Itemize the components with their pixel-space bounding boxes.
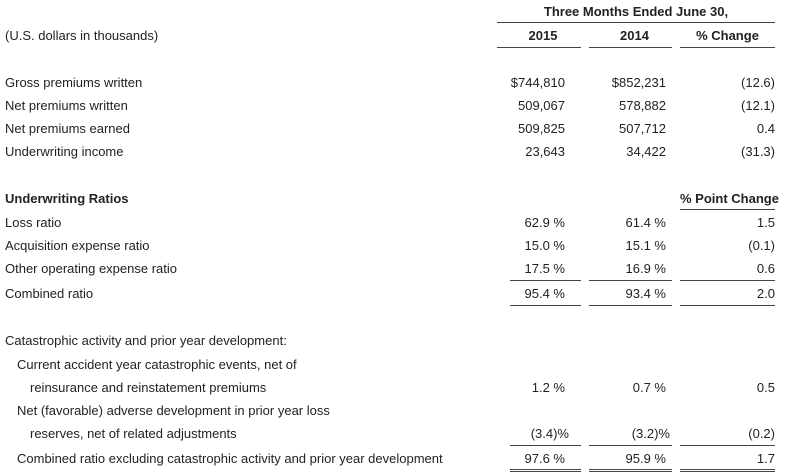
value-2014: 61.4 %	[625, 215, 666, 230]
row-label: Acquisition expense ratio	[5, 238, 150, 253]
header-rule	[497, 22, 775, 23]
value-2015: 15.0 %	[524, 238, 565, 253]
period-title: Three Months Ended June 30,	[543, 4, 729, 19]
row-label: Net premiums written	[5, 98, 128, 113]
value-change: (12.1)	[741, 98, 775, 113]
col-2015-header: 2015	[528, 28, 558, 43]
net-development-label-line1: Net (favorable) adverse development in p…	[17, 403, 330, 418]
point-change-rule	[680, 209, 775, 210]
value-2014: 95.9 %	[625, 451, 666, 466]
row-label: Loss ratio	[5, 215, 62, 230]
excl-rule-2015	[510, 445, 581, 446]
value-2014: 0.7 %	[632, 380, 666, 395]
col-2015-rule	[497, 47, 581, 48]
value-2014: 15.1 %	[625, 238, 666, 253]
value-2015: 62.9 %	[524, 215, 565, 230]
value-2015: 509,067	[518, 98, 565, 113]
value-2014: 93.4 %	[625, 286, 666, 301]
value-2015: 95.4 %	[524, 286, 565, 301]
value-2015: 509,825	[518, 121, 565, 136]
value-2015: 17.5 %	[524, 261, 565, 276]
excl-rule-2014	[589, 445, 672, 446]
current-accident-label-line2: reinsurance and reinstatement premiums	[30, 380, 267, 395]
excl-double-rule-2014	[589, 471, 672, 472]
value-2014: 578,882	[619, 98, 666, 113]
row-label: Net premiums earned	[5, 121, 130, 136]
row-label: Combined ratio	[5, 286, 94, 301]
value-2015: 1.2 %	[531, 380, 565, 395]
col-2014-header: 2014	[620, 28, 649, 43]
subtotal-rule-change	[680, 280, 775, 281]
total-rule-change	[680, 305, 775, 306]
current-accident-label-line1: Current accident year catastrophic event…	[17, 357, 297, 372]
value-2015: 97.6 %	[524, 451, 565, 466]
value-change: (12.6)	[741, 75, 775, 90]
value-change: 2.0	[756, 286, 775, 301]
value-2014: 507,712	[619, 121, 666, 136]
col-2014-rule	[589, 47, 672, 48]
value-change: 0.4	[756, 121, 775, 136]
units-label: (U.S. dollars in thousands)	[5, 28, 159, 43]
row-label: Combined ratio excluding catastrophic ac…	[17, 451, 443, 466]
value-change: 1.5	[756, 215, 775, 230]
value-change: 0.5	[756, 380, 775, 395]
value-2014: $852,231	[611, 75, 666, 90]
value-change: (31.3)	[741, 144, 775, 159]
ratios-heading: Underwriting Ratios	[5, 191, 129, 206]
excl-bottom-rule-2014	[589, 469, 672, 470]
total-rule-2015	[510, 305, 581, 306]
value-change: (0.2)	[748, 426, 775, 441]
excl-rule-change	[680, 445, 775, 446]
value-2015: (3.4)%	[530, 426, 569, 441]
point-change-heading: % Point Change	[680, 191, 779, 206]
catastrophic-heading: Catastrophic activity and prior year dev…	[5, 333, 287, 348]
row-label: Other operating expense ratio	[5, 261, 177, 276]
value-2015: $744,810	[510, 75, 565, 90]
value-2014: 16.9 %	[625, 261, 666, 276]
row-label: Gross premiums written	[5, 75, 143, 90]
value-change: 1.7	[756, 451, 775, 466]
value-change: 0.6	[756, 261, 775, 276]
value-change: (0.1)	[748, 238, 775, 253]
excl-double-rule-change	[680, 471, 775, 472]
subtotal-rule-2015	[510, 280, 581, 281]
value-2014: (3.2)%	[631, 426, 670, 441]
value-2014: 34,422	[626, 144, 666, 159]
value-2015: 23,643	[525, 144, 565, 159]
col-change-header: % Change	[696, 28, 759, 43]
subtotal-rule-2014	[589, 280, 672, 281]
excl-bottom-rule-change	[680, 469, 775, 470]
excl-bottom-rule-2015	[510, 469, 581, 470]
col-change-rule	[680, 47, 775, 48]
excl-double-rule-2015	[510, 471, 581, 472]
total-rule-2014	[589, 305, 672, 306]
net-development-label-line2: reserves, net of related adjustments	[30, 426, 237, 441]
row-label: Underwriting income	[5, 144, 124, 159]
